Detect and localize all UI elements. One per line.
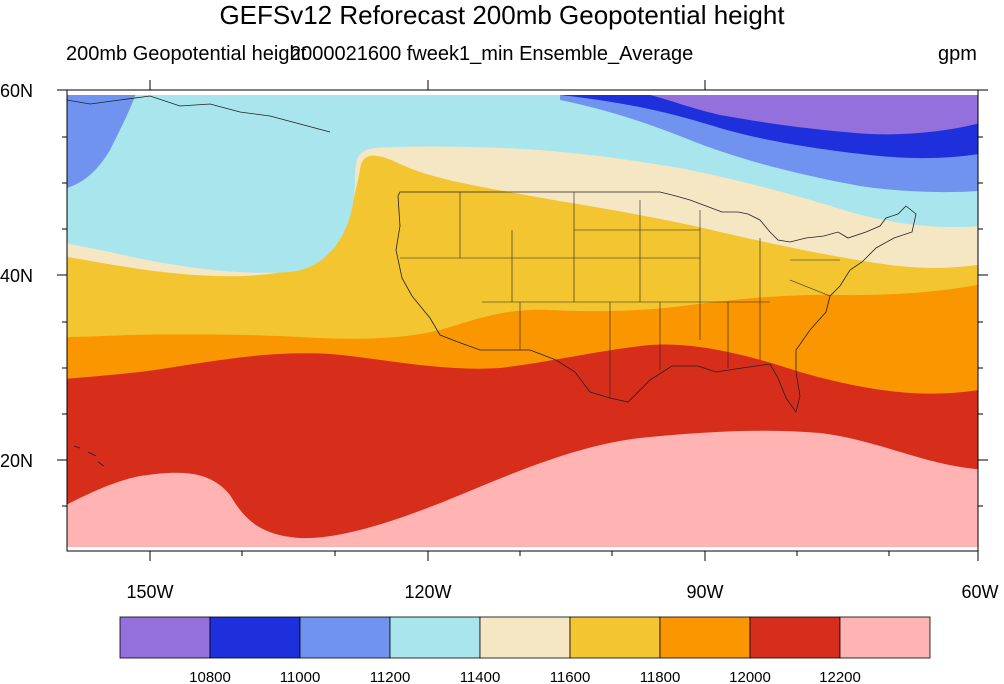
subtitle-units: gpm (938, 43, 977, 65)
colorbar-label: 11600 (550, 669, 591, 684)
colorbar-label: 10800 (189, 669, 231, 684)
lat-label-40n: 40N (0, 266, 33, 286)
colorbar-label: 11800 (640, 669, 681, 684)
lat-label-60n: 60N (0, 81, 33, 101)
colorbar-swatch (569, 616, 661, 659)
subtitle-left: 200mb Geopotential height (66, 43, 307, 65)
subtitle-center: 2000021600 fweek1_min Ensemble_Average (290, 43, 694, 65)
colorbar-swatch (749, 616, 841, 659)
colorbar-label: 12200 (819, 669, 861, 684)
colorbar-swatch (839, 616, 931, 659)
alaska-coast (67, 95, 331, 133)
colorbar-swatch (389, 616, 481, 659)
map-title: GEFSv12 Reforecast 200mb Geopotential he… (219, 0, 785, 30)
plot-frame (66, 89, 979, 552)
lat-ticks (57, 89, 988, 507)
lon-label-60w: 60W (961, 582, 998, 602)
colorbar-label: 11000 (280, 669, 321, 684)
band-below-10800 (650, 95, 978, 135)
colorbar: 10800 11000 11200 11400 11600 11800 12000 12200 (119, 616, 931, 684)
band-11000-west (67, 95, 136, 188)
hawaii (73, 445, 105, 467)
lat-label-20n: 20N (0, 451, 33, 471)
state-lines (400, 192, 840, 398)
colorbar-swatch (119, 616, 211, 659)
lon-label-120w: 120W (404, 582, 451, 602)
colorbar-swatch (209, 616, 301, 659)
colorbar-swatch (659, 616, 751, 659)
colorbar-label: 12000 (729, 669, 771, 684)
colorbar-swatch (299, 616, 391, 659)
contour-bands (67, 95, 978, 547)
lon-ticks (149, 80, 979, 561)
coastlines (67, 95, 917, 467)
lon-label-90w: 90W (686, 582, 723, 602)
colorbar-label: 11200 (370, 669, 411, 684)
lon-label-150w: 150W (126, 582, 173, 602)
colorbar-label: 11400 (460, 669, 501, 684)
colorbar-swatch (479, 616, 571, 659)
